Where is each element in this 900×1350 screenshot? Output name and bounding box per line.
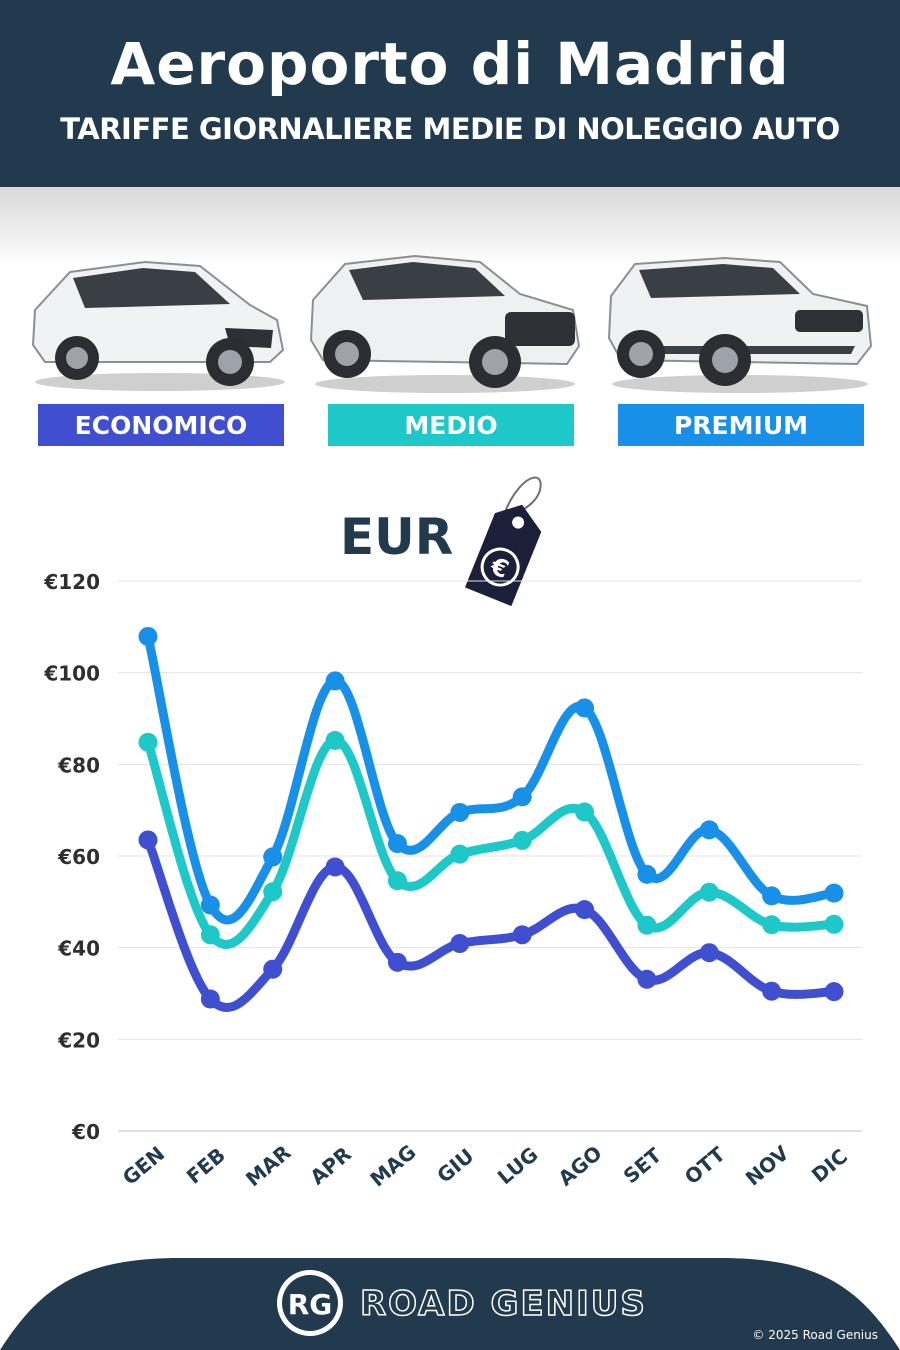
data-point: [450, 934, 470, 954]
page-title: Aeroporto di Madrid: [110, 30, 790, 98]
data-point: [263, 847, 283, 867]
x-tick-label: MAG: [365, 1140, 420, 1192]
data-point: [512, 830, 532, 850]
data-point: [387, 834, 407, 854]
y-tick-label: €40: [57, 937, 100, 961]
header: Aeroporto di Madrid TARIFFE GIORNALIERE …: [0, 0, 900, 187]
data-point: [824, 914, 844, 934]
chart-gridlines: [118, 580, 862, 1132]
y-tick-label: €100: [43, 662, 100, 686]
line-chart: €0 €20 €40 €60 €80 €100 €120 GEN FEB MAR APR MAG GI…: [43, 570, 862, 1192]
x-tick-label: AGO: [554, 1141, 607, 1191]
footer-background: RG: [0, 1258, 900, 1350]
series-line: [143, 631, 839, 925]
x-tick-label: OTT: [680, 1142, 730, 1189]
data-point: [200, 989, 220, 1009]
series-economico: [138, 830, 844, 1012]
data-point: [138, 830, 158, 850]
logo-text: RG: [288, 1288, 333, 1321]
data-point: [762, 886, 782, 906]
data-point: [824, 883, 844, 903]
header-shadow: [0, 187, 900, 267]
data-point: [387, 871, 407, 891]
data-point: [200, 895, 220, 915]
y-tick-label: €0: [71, 1120, 100, 1144]
data-point: [824, 982, 844, 1002]
hatchback-car-icon: [31, 260, 285, 391]
category-badge-economico: ECONOMICO: [38, 404, 284, 446]
data-point: [512, 787, 532, 807]
chart-series: [138, 626, 844, 1012]
y-axis-ticks: €0 €20 €40 €60 €80 €100 €120: [43, 570, 100, 1144]
category-badge-premium: PREMIUM: [618, 404, 864, 446]
x-tick-label: GIU: [432, 1144, 478, 1188]
data-point: [762, 981, 782, 1001]
x-tick-label: APR: [305, 1142, 355, 1190]
y-tick-label: €60: [57, 845, 100, 869]
data-point: [512, 925, 532, 945]
y-tick-label: €120: [43, 570, 100, 594]
series-premium: [138, 626, 844, 925]
data-point: [699, 943, 719, 963]
data-point: [699, 820, 719, 840]
data-point: [200, 925, 220, 945]
premium-suv-car-icon: [607, 256, 873, 393]
data-point: [762, 915, 782, 935]
category-badge-medio: MEDIO: [328, 404, 574, 446]
data-point: [637, 969, 657, 989]
x-tick-label: SET: [619, 1143, 667, 1188]
copyright: © 2025 Road Genius: [752, 1328, 878, 1342]
data-point: [450, 844, 470, 864]
x-tick-label: DIC: [807, 1144, 852, 1187]
data-point: [138, 626, 158, 646]
page-subtitle: TARIFFE GIORNALIERE MEDIE DI NOLEGGIO AU…: [60, 112, 840, 146]
data-point: [325, 671, 345, 691]
data-point: [325, 731, 345, 750]
x-tick-label: GEN: [118, 1141, 169, 1189]
data-point: [387, 952, 407, 972]
data-point: [263, 959, 283, 979]
currency-label: EUR: [340, 508, 454, 566]
suv-car-icon: [309, 254, 581, 393]
x-tick-label: MAR: [241, 1140, 295, 1191]
data-point: [637, 864, 657, 884]
data-point: [263, 882, 283, 902]
data-point: [450, 802, 470, 822]
data-point: [325, 857, 345, 877]
x-tick-label: LUG: [493, 1142, 543, 1189]
series-medio: [138, 731, 844, 949]
data-point: [699, 882, 719, 902]
x-tick-label: NOV: [741, 1140, 794, 1190]
footer: RG ROAD GENIUS © 2025 Road Genius: [0, 1258, 900, 1350]
x-axis-ticks: GEN FEB MAR APR MAG GIU LUG AGO SET OTT NOV DIC: [118, 1140, 852, 1192]
y-tick-label: €80: [57, 753, 100, 777]
data-point: [575, 802, 595, 822]
data-point: [575, 698, 595, 718]
data-point: [138, 732, 158, 752]
y-tick-label: €20: [57, 1028, 100, 1052]
x-tick-label: FEB: [182, 1143, 230, 1189]
data-point: [575, 900, 595, 920]
data-point: [637, 915, 657, 935]
brand-name: ROAD GENIUS: [359, 1283, 647, 1325]
